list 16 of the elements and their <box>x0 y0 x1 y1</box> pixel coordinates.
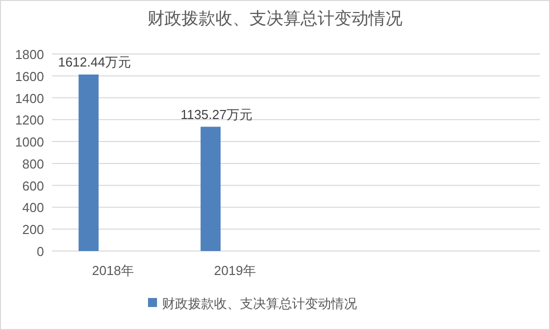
y-tick-label: 1600 <box>15 68 44 84</box>
y-tick-label: 200 <box>22 222 44 238</box>
x-tick-label: 2018年 <box>92 263 134 278</box>
legend-label: 财政拨款收、支决算总计变动情况 <box>162 296 357 311</box>
data-label: 1135.27万元 <box>180 106 253 122</box>
y-tick-label: 400 <box>22 200 44 216</box>
y-tick-label: 1400 <box>15 90 44 106</box>
y-tick-label: 1800 <box>15 47 44 62</box>
data-label: 1612.44万元 <box>58 54 132 70</box>
y-tick-label: 1200 <box>15 112 44 128</box>
y-tick-label: 600 <box>22 178 44 194</box>
y-tick-label: 1000 <box>15 134 44 150</box>
x-tick-label: 2019年 <box>214 263 256 278</box>
chart-title: 财政拨款收、支决算总计变动情况 <box>148 9 402 28</box>
y-tick-label: 0 <box>36 244 44 259</box>
y-tick-label: 800 <box>22 156 44 172</box>
